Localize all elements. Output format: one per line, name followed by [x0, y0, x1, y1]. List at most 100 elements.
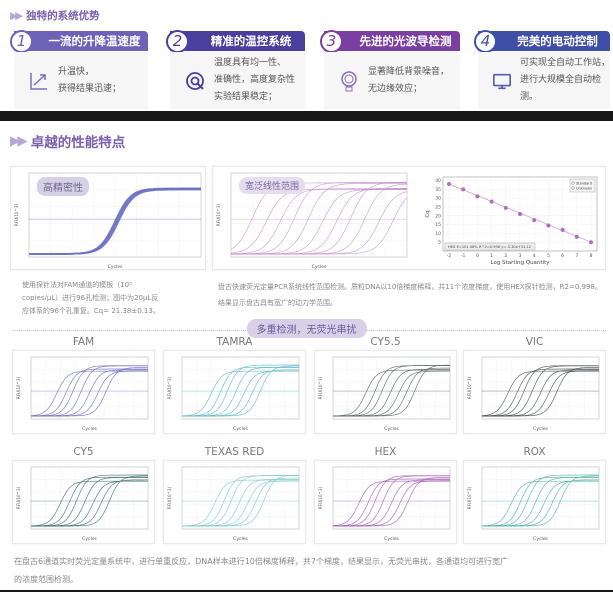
feature-title: 先进的光波导检测 [359, 34, 452, 48]
x-tick-label: 1 [490, 253, 493, 259]
data-point [574, 234, 579, 239]
x-axis-label: Cycles [384, 426, 399, 432]
channel-chart: Cycles RFU(10^3) [167, 356, 300, 432]
feature-text-line: 显著降低背景噪音， [368, 66, 450, 77]
channel-chart-panel: Cycles RFU(10^3) [12, 350, 155, 434]
separator-band [0, 111, 613, 121]
amplification-curve [182, 479, 299, 527]
x-tick-label: 3 [519, 253, 522, 259]
feature-number: 1 [10, 29, 33, 53]
amplification-curve [333, 477, 450, 527]
data-point [546, 223, 551, 228]
x-tick-label: 0 [476, 253, 479, 259]
x-axis-label: Cycles [384, 536, 399, 542]
amplification-curve [230, 182, 407, 250]
amplification-curve [31, 368, 148, 417]
y-axis-label: RFU(10^3) [318, 377, 323, 400]
data-point [589, 240, 593, 245]
amplification-curve [333, 478, 450, 527]
channel-chart: Cycles RFU(10^3) [318, 466, 451, 542]
x-axis-label: Cycles [233, 536, 248, 542]
amplification-curve [31, 367, 148, 417]
channel-label: CY5 [73, 446, 94, 458]
caption-line: 使用探针法对FAM通道的模板（10⁵ [22, 281, 132, 289]
legend-entry: Unknown [576, 187, 592, 191]
x-axis-label: Cycles [533, 536, 548, 542]
y-tick-label: 35 [435, 187, 441, 193]
section-heading-advantages: ▶▶ 独特的系统优势 [10, 8, 100, 23]
linearity-label: 宽泛线性范围 [239, 177, 306, 194]
feature-header-2: 2 精准的温控系统 [166, 29, 305, 53]
caption-line: 盘古快速荧光定量PCR系统线性范围检测。质粒DNA以10倍梯度稀释，共11个浓度… [218, 283, 602, 291]
channel-chart: Cycles RFU(10^3) [467, 466, 600, 542]
feature-text-line: 升温快， [58, 66, 95, 77]
monitor-icon [493, 73, 511, 89]
amplification-curve [29, 188, 201, 255]
precision-caption: 使用探针法对FAM通道的模板（10⁵ copies/μL）进行96孔检测；图中为… [22, 279, 202, 318]
x-axis-label: Cycles [533, 426, 548, 432]
data-point [532, 218, 537, 223]
feature-card-3: 显著降低背景噪音， 无边缘效应； [324, 52, 460, 109]
feature-number: 4 [474, 29, 497, 53]
channel-chart: Cycles RFU(10^3) [467, 356, 600, 432]
x-tick-label: 4 [533, 253, 536, 259]
feature-text-line: 实验结果稳定； [214, 92, 278, 102]
caption-line: 在盘古6通道实时荧光定量系统中，进行单重反应，DNA样本进行10倍梯度稀释，共7… [14, 557, 508, 566]
y-tick-label: 20 [435, 213, 441, 219]
feature-card-2: 温度具有均一性、 准确性，高度复杂性 实验结果稳定； [170, 52, 305, 109]
y-axis-label: RFU(10^3) [16, 487, 21, 510]
feature-text-line: 获得结果迅速； [58, 83, 122, 94]
data-point [518, 212, 522, 216]
equation-box [444, 242, 536, 251]
channel-chart: Cycles RFU(10^3) [16, 356, 149, 432]
channel-chart-panel: Cycles RFU(10^3) [463, 350, 606, 434]
amplification-curve [482, 475, 599, 527]
feature-title: 精准的温控系统 [210, 34, 292, 48]
section-title: 卓越的性能特点 [30, 135, 126, 151]
x-axis-label: Cycles [82, 426, 97, 432]
channel-chart-panel: Cycles RFU(10^3) [12, 460, 155, 544]
feature-number: 3 [320, 29, 343, 53]
feature-text-line: 温度具有均一性、 [214, 58, 287, 68]
y-tick-label: 40 [435, 178, 441, 184]
y-axis-label: RFU(10^3) [16, 377, 21, 400]
feature-header-4: 4 完美的电动控制 [474, 29, 610, 53]
legend-entry: Standard [576, 182, 592, 186]
y-axis-label: RFU(10^3) [167, 487, 172, 510]
double-arrow-icon: ▶▶ [10, 133, 28, 149]
x-axis-label: Cycles [312, 264, 327, 270]
x-axis-label: Cycles [233, 426, 248, 432]
x-axis-label: Cycles [82, 536, 97, 542]
channel-label: VIC [525, 336, 544, 348]
y-axis-label: RFU(10^3) [216, 204, 221, 227]
channel-label: ROX [523, 446, 546, 458]
feature-header-1: 1 一流的升降温速度 [10, 29, 148, 53]
x-axis-label: Log Starting Quantity [490, 260, 550, 266]
amplification-curve [231, 197, 408, 255]
feature-text-line: 进行大规模全自动检测。 [520, 75, 602, 102]
channel-label: TEXAS RED [204, 446, 265, 458]
x-tick-label: -2 [447, 253, 452, 259]
data-point [503, 205, 508, 210]
y-tick-label: 10 [435, 231, 441, 237]
channel-chart: Cycles RFU(10^3) [318, 356, 451, 432]
caption-line: 结果显示盘古具有宽广的动力学范围。 [218, 299, 337, 307]
feature-card-4: 可实现全自动工作站， 进行大规模全自动检测。 [478, 52, 610, 109]
legend-marker [571, 181, 575, 185]
x-tick-label: 2 [504, 253, 507, 259]
amplification-curve [31, 475, 148, 527]
y-tick-label: 30 [435, 196, 441, 202]
channel-chart-panel: Cycles RFU(10^3) [314, 460, 457, 544]
feature-header-3: 3 先进的光波导检测 [320, 29, 460, 53]
x-tick-label: 6 [561, 253, 564, 259]
legend-marker [571, 186, 575, 190]
feature-card-1: 升温快， 获得结果迅速； [14, 52, 148, 109]
y-tick-label: 15 [435, 222, 441, 228]
y-axis-label: RFU(10^3) [318, 487, 323, 510]
amplification-curve [182, 365, 299, 417]
y-axis-label: RFU(10^3) [467, 377, 472, 400]
multiplex-title: 多重检测，无荧光串扰 [246, 319, 367, 338]
x-tick-label: -1 [461, 253, 466, 259]
feature-text-line: 可实现全自动工作站， [520, 58, 611, 68]
channel-chart-panel: Cycles RFU(10^3) [463, 460, 606, 544]
